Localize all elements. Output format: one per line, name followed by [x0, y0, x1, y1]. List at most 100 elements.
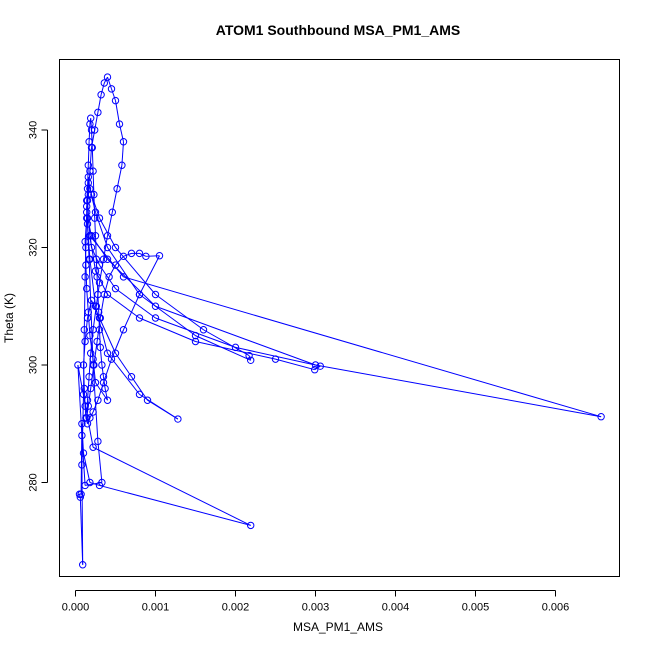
data-point [81, 237, 89, 246]
data-point [111, 261, 120, 269]
series-segment [107, 212, 113, 236]
data-point [94, 108, 102, 117]
series-segment [95, 270, 108, 295]
data-point [231, 343, 240, 352]
data-point [80, 326, 89, 334]
series-segment [248, 355, 252, 361]
data-point [103, 349, 112, 357]
series-segment [115, 288, 156, 319]
plot-area-frame [59, 59, 620, 577]
series-segment [77, 364, 83, 436]
series-points [74, 73, 605, 569]
series-segment [111, 88, 116, 101]
data-point [81, 273, 89, 281]
series-segment [108, 264, 116, 278]
series-segment [84, 317, 88, 342]
series-segment [115, 255, 124, 266]
series-segment [92, 446, 251, 526]
data-point [96, 343, 105, 352]
series-segment [107, 76, 112, 90]
data-point [135, 249, 144, 258]
data-point [151, 314, 160, 322]
data-point [87, 349, 95, 357]
series-segment [91, 235, 108, 260]
series-segment [83, 453, 91, 483]
data-point [100, 79, 109, 87]
data-point [85, 255, 93, 263]
data-point [311, 361, 320, 369]
data-point [95, 314, 104, 322]
data-point [113, 185, 121, 193]
data-point [89, 361, 97, 369]
series-segment [100, 82, 105, 95]
data-point [83, 214, 92, 222]
data-point [78, 420, 86, 428]
data-point [119, 252, 128, 261]
series-segment [115, 352, 132, 378]
data-point [87, 243, 96, 252]
data-point [597, 413, 605, 421]
series-segment [99, 484, 251, 526]
series-segment [111, 188, 118, 213]
data-point [94, 437, 102, 446]
data-point [91, 126, 99, 134]
data-point [191, 337, 200, 346]
data-point [95, 261, 104, 269]
series-segment [107, 258, 156, 307]
data-point [97, 91, 105, 99]
series-segment [84, 218, 88, 242]
data-point [107, 85, 116, 93]
series-segment [90, 118, 92, 131]
data-point [119, 138, 128, 146]
data-point [87, 126, 96, 134]
x-axis: 0.000 0.001 0.002 0.003 0.004 0.005 0.006 [62, 590, 569, 614]
series-segment [99, 317, 116, 354]
y-axis-label: Theta (K) [2, 293, 16, 343]
data-point [103, 73, 112, 81]
series-segment [92, 364, 99, 442]
series-segment [81, 464, 84, 565]
data-point [99, 378, 108, 387]
data-point [81, 337, 89, 346]
data-point [127, 249, 136, 258]
series-segment [97, 441, 103, 483]
data-point [91, 208, 100, 216]
data-point [271, 355, 280, 363]
series-segment [93, 341, 98, 366]
series-segment [275, 358, 315, 371]
data-point [91, 267, 100, 275]
data-point [91, 232, 100, 240]
data-point [118, 161, 126, 169]
series-segment [81, 435, 86, 486]
data-point [84, 173, 93, 181]
data-point [191, 331, 200, 340]
series-segment [103, 376, 106, 389]
data-point [79, 561, 87, 569]
chart-title: ATOM1 Southbound MSA_PM1_AMS [216, 22, 460, 38]
x-tick-label: 0.001 [142, 602, 170, 614]
data-point [143, 396, 152, 404]
data-point [95, 279, 104, 287]
data-point [74, 361, 82, 369]
data-point [79, 361, 88, 369]
y-tick-label: 280 [28, 473, 40, 491]
data-point [151, 290, 160, 299]
data-point [142, 252, 150, 261]
data-point [311, 366, 319, 374]
data-point [84, 402, 93, 410]
data-point [174, 415, 182, 423]
data-point [87, 296, 96, 305]
data-point [94, 396, 102, 404]
x-tick-label: 0.005 [462, 602, 490, 614]
data-point [115, 120, 124, 128]
series-segment [83, 341, 86, 366]
data-point [89, 408, 97, 416]
data-point [78, 461, 86, 469]
data-point [247, 356, 255, 364]
data-point [86, 185, 94, 193]
x-tick-label: 0.004 [382, 602, 410, 614]
series-segment [123, 276, 602, 418]
series-segment [91, 147, 94, 172]
series-segment [131, 376, 148, 401]
y-tick-label: 340 [28, 121, 40, 139]
